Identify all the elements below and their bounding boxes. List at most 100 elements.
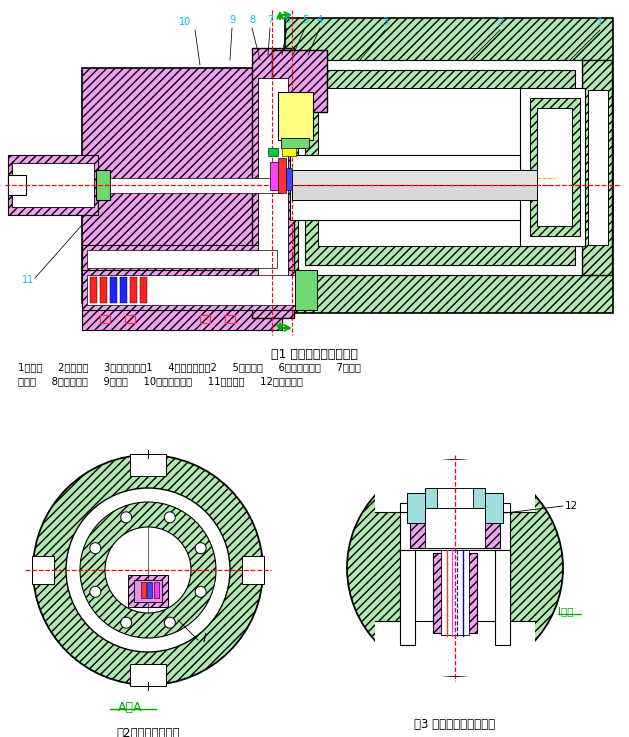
Bar	[100, 315, 110, 323]
Bar	[258, 78, 288, 288]
Bar	[82, 245, 282, 273]
Bar	[375, 621, 535, 676]
Bar	[278, 92, 313, 140]
Bar	[8, 175, 26, 195]
Text: 3: 3	[382, 17, 388, 27]
Circle shape	[164, 617, 175, 628]
Text: I放大: I放大	[558, 606, 574, 616]
Bar	[82, 308, 282, 330]
Text: 8: 8	[249, 15, 255, 25]
Text: 5: 5	[302, 15, 308, 25]
Bar	[110, 178, 280, 193]
Bar	[437, 488, 473, 508]
Text: 11: 11	[22, 275, 34, 285]
Bar	[87, 250, 277, 268]
Bar	[268, 148, 278, 156]
Bar	[242, 556, 264, 584]
Text: 6: 6	[284, 15, 290, 25]
Bar	[154, 582, 159, 598]
Bar	[8, 155, 98, 215]
Bar	[130, 664, 166, 686]
Circle shape	[90, 587, 101, 597]
Bar	[82, 68, 292, 303]
Bar	[130, 277, 137, 303]
Bar	[281, 138, 309, 148]
Bar	[400, 550, 415, 645]
Bar	[485, 493, 503, 523]
Bar	[537, 108, 572, 226]
Bar	[290, 155, 520, 220]
Circle shape	[80, 502, 216, 638]
Bar	[425, 488, 485, 508]
Text: 10: 10	[179, 17, 191, 27]
Bar	[130, 454, 166, 476]
Bar	[295, 270, 317, 310]
Circle shape	[66, 488, 230, 652]
Bar	[318, 88, 558, 246]
Bar	[90, 277, 97, 303]
Bar	[125, 315, 135, 323]
Bar	[292, 170, 537, 185]
Bar	[100, 277, 107, 303]
Text: 4: 4	[317, 15, 323, 25]
Bar	[225, 315, 235, 323]
Bar	[140, 277, 147, 303]
Bar	[285, 18, 613, 313]
Bar	[407, 493, 425, 523]
Circle shape	[33, 455, 263, 685]
Bar	[32, 556, 54, 584]
Bar	[134, 580, 162, 602]
Circle shape	[195, 542, 206, 553]
Circle shape	[164, 511, 175, 523]
Bar	[530, 98, 580, 236]
Bar	[87, 275, 297, 305]
Bar	[520, 88, 585, 246]
Bar	[120, 277, 127, 303]
Bar	[286, 168, 292, 190]
Bar	[375, 460, 535, 512]
Bar	[410, 506, 500, 548]
Text: 9: 9	[229, 15, 235, 25]
Text: 7: 7	[267, 15, 273, 25]
Text: I: I	[203, 632, 207, 645]
Bar	[128, 575, 168, 607]
Text: 12: 12	[565, 501, 578, 511]
Bar	[96, 170, 110, 200]
Bar	[292, 185, 537, 200]
Bar	[305, 70, 575, 265]
Circle shape	[90, 542, 101, 553]
Bar	[495, 550, 510, 645]
Bar	[441, 550, 469, 635]
Bar	[582, 60, 612, 275]
Text: A－A: A－A	[118, 701, 142, 714]
Circle shape	[121, 617, 131, 628]
Circle shape	[105, 527, 191, 613]
Bar	[270, 162, 278, 190]
Text: 图2穿孔机构剖视图: 图2穿孔机构剖视图	[116, 727, 180, 737]
Text: 1: 1	[597, 17, 603, 27]
Bar	[12, 163, 94, 207]
Bar	[110, 277, 117, 303]
Bar	[433, 553, 477, 633]
Text: 2: 2	[497, 17, 503, 27]
Text: 针压环     8、穿孔针座     9、托板     10、挤压杆机构     11、穿孔针     12、直线导轨: 针压环 8、穿孔针座 9、托板 10、挤压杆机构 11、穿孔针 12、直线导轨	[18, 376, 303, 386]
Bar	[147, 582, 152, 598]
Circle shape	[121, 511, 131, 523]
Bar	[425, 506, 485, 548]
Text: 图1 穿孔机构结构示意图: 图1 穿孔机构结构示意图	[270, 348, 357, 361]
Bar	[200, 315, 210, 323]
Circle shape	[347, 460, 563, 676]
Bar	[588, 90, 608, 245]
Bar	[298, 60, 598, 275]
Bar	[400, 503, 510, 553]
Bar	[82, 270, 302, 310]
Bar	[272, 50, 327, 112]
Text: 图3 穿孔机构局部放大图: 图3 穿孔机构局部放大图	[415, 718, 496, 731]
Bar	[252, 48, 294, 318]
Bar	[282, 148, 296, 156]
Text: 1、柱塞     2、穿孔缸     3、柱塞加长套1     4、柱塞加长套2     5、定位销     6、穿孔针垫块     7、穿孔: 1、柱塞 2、穿孔缸 3、柱塞加长套1 4、柱塞加长套2 5、定位销 6、穿孔针…	[18, 362, 361, 372]
Bar	[141, 582, 146, 598]
Bar	[278, 158, 286, 193]
Bar	[400, 550, 510, 645]
Circle shape	[195, 587, 206, 597]
